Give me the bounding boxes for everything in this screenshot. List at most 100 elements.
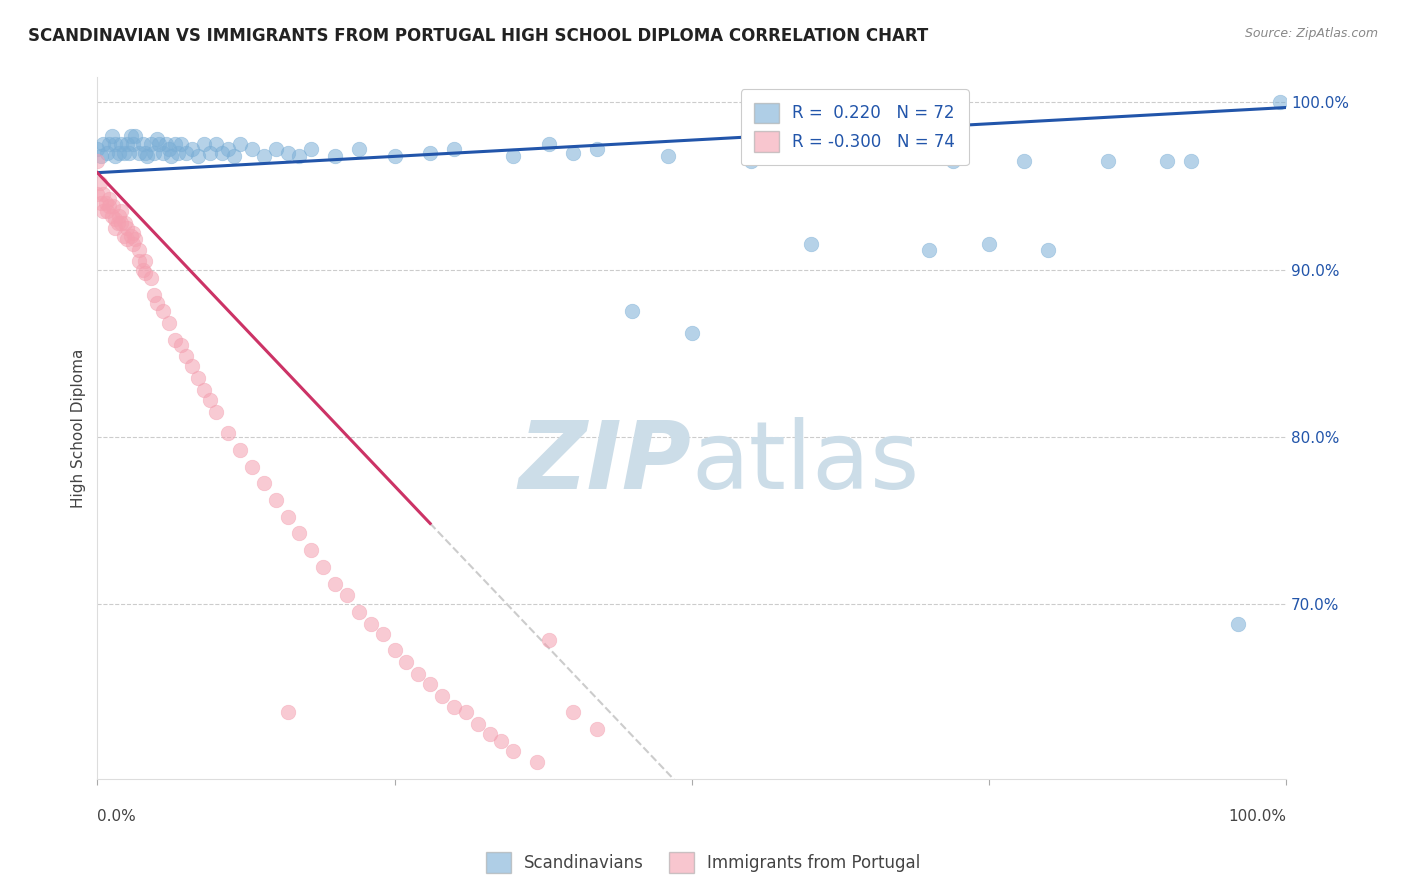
Text: ZIP: ZIP bbox=[519, 417, 692, 509]
Point bbox=[336, 588, 359, 602]
Point bbox=[264, 493, 287, 508]
Point bbox=[91, 137, 114, 152]
Point bbox=[1156, 153, 1178, 168]
Point bbox=[169, 137, 191, 152]
Point bbox=[124, 128, 146, 143]
Point bbox=[323, 149, 346, 163]
Point bbox=[585, 722, 607, 736]
Point bbox=[253, 476, 276, 491]
Point bbox=[94, 195, 117, 210]
Point bbox=[157, 142, 180, 156]
Point bbox=[107, 209, 129, 223]
Point bbox=[491, 733, 513, 747]
Point bbox=[100, 209, 122, 223]
Point bbox=[187, 149, 209, 163]
Point bbox=[122, 137, 145, 152]
Point bbox=[859, 149, 882, 163]
Point bbox=[98, 199, 121, 213]
Point bbox=[134, 145, 156, 160]
Point bbox=[143, 287, 166, 301]
Point bbox=[181, 359, 204, 374]
Point bbox=[139, 137, 162, 152]
Point bbox=[131, 137, 153, 152]
Point bbox=[90, 195, 112, 210]
Text: SCANDINAVIAN VS IMMIGRANTS FROM PORTUGAL HIGH SCHOOL DIPLOMA CORRELATION CHART: SCANDINAVIAN VS IMMIGRANTS FROM PORTUGAL… bbox=[28, 27, 928, 45]
Point bbox=[478, 727, 501, 741]
Point bbox=[360, 616, 382, 631]
Point bbox=[1038, 243, 1060, 257]
Point bbox=[526, 756, 548, 770]
Point bbox=[277, 509, 299, 524]
Point bbox=[169, 337, 191, 351]
Point bbox=[264, 142, 287, 156]
Point bbox=[115, 220, 138, 235]
Point bbox=[229, 442, 252, 457]
Point bbox=[561, 145, 583, 160]
Point bbox=[104, 212, 127, 227]
Point bbox=[112, 229, 135, 244]
Point bbox=[104, 137, 127, 152]
Point bbox=[205, 404, 228, 418]
Text: atlas: atlas bbox=[692, 417, 920, 509]
Point bbox=[110, 137, 132, 152]
Point bbox=[112, 145, 135, 160]
Point bbox=[91, 187, 114, 202]
Point bbox=[384, 149, 406, 163]
Point bbox=[443, 142, 465, 156]
Point bbox=[193, 137, 215, 152]
Point bbox=[211, 145, 233, 160]
Point bbox=[96, 145, 118, 160]
Point bbox=[384, 643, 406, 657]
Point bbox=[502, 744, 524, 758]
Point bbox=[240, 142, 263, 156]
Point bbox=[128, 145, 150, 160]
Point bbox=[86, 187, 108, 202]
Point bbox=[443, 700, 465, 714]
Point bbox=[277, 705, 299, 719]
Point bbox=[176, 145, 198, 160]
Y-axis label: High School Diploma: High School Diploma bbox=[72, 349, 86, 508]
Point bbox=[146, 296, 169, 310]
Point bbox=[1227, 616, 1250, 631]
Point bbox=[134, 254, 156, 268]
Point bbox=[942, 153, 965, 168]
Point bbox=[139, 271, 162, 285]
Text: Source: ZipAtlas.com: Source: ZipAtlas.com bbox=[1244, 27, 1378, 40]
Point bbox=[96, 204, 118, 219]
Point bbox=[621, 304, 644, 318]
Point bbox=[430, 689, 453, 703]
Point bbox=[312, 560, 335, 574]
Point bbox=[86, 153, 108, 168]
Point bbox=[561, 705, 583, 719]
Point bbox=[100, 128, 122, 143]
Point bbox=[152, 145, 174, 160]
Point bbox=[918, 243, 941, 257]
Point bbox=[128, 254, 150, 268]
Point bbox=[205, 137, 228, 152]
Point bbox=[240, 459, 263, 474]
Point bbox=[134, 266, 156, 280]
Point bbox=[799, 237, 821, 252]
Point bbox=[1014, 153, 1036, 168]
Point bbox=[148, 137, 170, 152]
Point bbox=[1268, 95, 1291, 110]
Point bbox=[136, 149, 159, 163]
Point bbox=[104, 220, 127, 235]
Point bbox=[229, 137, 252, 152]
Point bbox=[107, 145, 129, 160]
Point bbox=[146, 132, 169, 146]
Point bbox=[181, 142, 204, 156]
Point bbox=[371, 626, 394, 640]
Legend: R =  0.220   N = 72, R = -0.300   N = 74: R = 0.220 N = 72, R = -0.300 N = 74 bbox=[741, 89, 969, 165]
Point bbox=[122, 237, 145, 252]
Point bbox=[124, 232, 146, 246]
Point bbox=[118, 145, 141, 160]
Point bbox=[1097, 153, 1119, 168]
Point bbox=[585, 142, 607, 156]
Point bbox=[115, 137, 138, 152]
Point bbox=[157, 316, 180, 330]
Point bbox=[167, 145, 190, 160]
Point bbox=[163, 333, 186, 347]
Point bbox=[299, 543, 322, 558]
Point bbox=[253, 149, 276, 163]
